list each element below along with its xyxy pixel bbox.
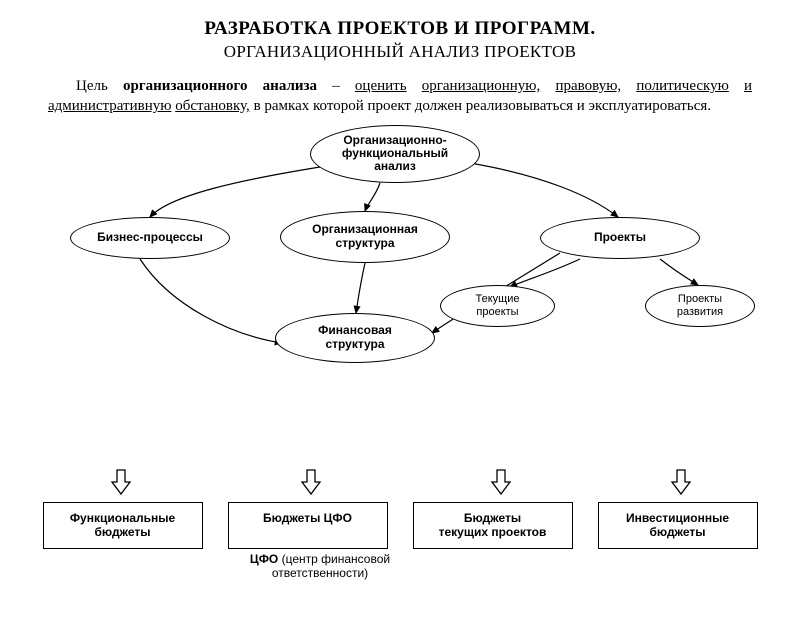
budget-box-3: Инвестиционныебюджеты: [598, 502, 758, 549]
node-n5: Текущиепроекты: [440, 285, 555, 327]
edge-n1-n2: [150, 167, 320, 217]
edge-n1-n4: [470, 163, 618, 217]
down-arrow-0: [110, 468, 132, 496]
down-arrow-1: [300, 468, 322, 496]
node-n3: Организационнаяструктура: [280, 211, 450, 263]
para-ul-0: оценить: [355, 78, 407, 94]
node-n2: Бизнес-процессы: [70, 217, 230, 259]
para-bold: организационного анализа: [123, 78, 317, 94]
node-n6: Проектыразвития: [645, 285, 755, 327]
down-arrow-2: [490, 468, 512, 496]
edge-n4-n5: [510, 259, 580, 287]
edge-n2-n7: [140, 259, 282, 343]
title-line1: РАЗРАБОТКА ПРОЕКТОВ И ПРОГРАММ.: [40, 18, 760, 40]
edge-n1-n3: [365, 183, 380, 211]
para-ul-6: обстановку,: [175, 98, 250, 114]
para-ul-2: правовую,: [555, 78, 621, 94]
para-ul-3: политическую: [636, 78, 728, 94]
budget-box-2: Бюджетытекущих проектов: [413, 502, 573, 549]
footnote: ЦФО (центр финансовой ответственности): [220, 552, 420, 581]
para-tail: в рамках которой проект должен реализовы…: [250, 98, 711, 114]
para-ul-1: организационную,: [422, 78, 541, 94]
node-n4: Проекты: [540, 217, 700, 259]
intro-paragraph: Цель организационного анализа – оценить …: [48, 76, 752, 117]
footnote-bold: ЦФО: [250, 552, 278, 566]
footnote-rest: (центр финансовой ответственности): [272, 552, 390, 580]
budget-box-0: Функциональныебюджеты: [43, 502, 203, 549]
budget-boxes-row: Функциональныебюджеты Бюджеты ЦФО Бюджетыт…: [0, 502, 800, 549]
page-header: РАЗРАБОТКА ПРОЕКТОВ И ПРОГРАММ. ОРГАНИЗА…: [0, 18, 800, 62]
para-ul-4: и: [744, 78, 752, 94]
para-intro: Цель: [76, 78, 123, 94]
node-n7: Финансоваяструктура: [275, 313, 435, 363]
node-n1: Организационно-функциональныйанализ: [310, 125, 480, 183]
budget-box-1: Бюджеты ЦФО: [228, 502, 388, 549]
org-analysis-diagram: Организационно-функциональныйанализ Бизне…: [20, 125, 780, 415]
edge-n3-n7: [356, 263, 365, 313]
down-arrow-3: [670, 468, 692, 496]
para-dash: –: [317, 78, 355, 94]
title-line2: ОРГАНИЗАЦИОННЫЙ АНАЛИЗ ПРОЕКТОВ: [40, 42, 760, 62]
edge-n4-n6: [660, 259, 698, 285]
para-ul-5: административную: [48, 98, 171, 114]
